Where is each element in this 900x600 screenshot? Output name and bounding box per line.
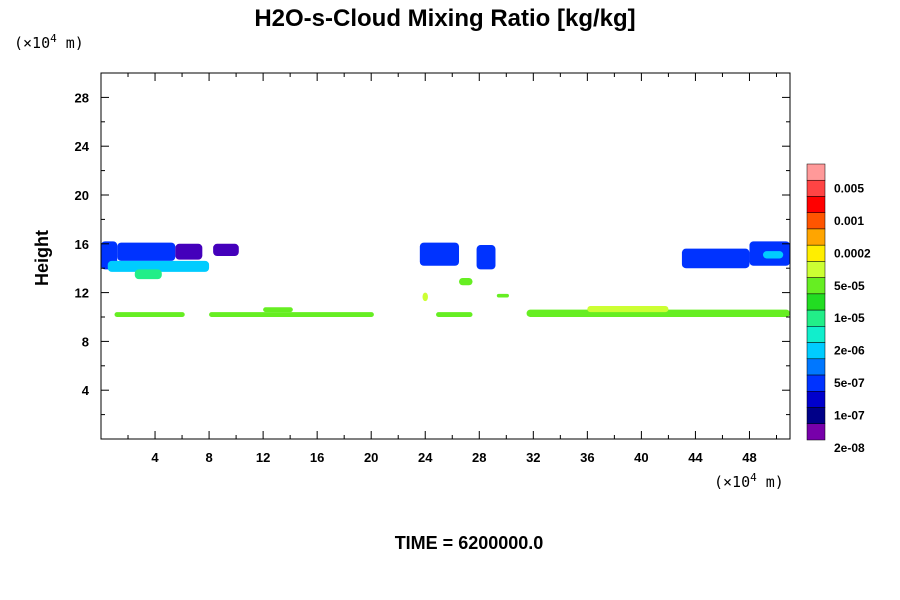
y-tick-label: 20 bbox=[75, 188, 89, 203]
colorbar-swatch bbox=[806, 326, 826, 343]
colorbar-swatch bbox=[806, 179, 826, 197]
y-tick-label: 28 bbox=[75, 90, 89, 105]
y-tick-labels: 4 8 12 16 20 24 28 bbox=[75, 90, 90, 398]
cloud-region bbox=[681, 248, 750, 269]
colorbar-swatch bbox=[806, 391, 826, 408]
colorbar-swatch bbox=[806, 196, 826, 213]
x-tick-label: 44 bbox=[688, 450, 703, 465]
y-unit-exponent: 4 bbox=[50, 32, 57, 45]
cloud-region bbox=[422, 292, 428, 302]
y-tick-label: 16 bbox=[75, 237, 89, 252]
cloud-region bbox=[496, 293, 509, 298]
cloud-region bbox=[263, 307, 293, 313]
colorbar-label: 0.0002 bbox=[834, 246, 871, 260]
cloud-region bbox=[436, 312, 473, 317]
cloud-region bbox=[117, 242, 176, 261]
colorbar-swatch bbox=[806, 228, 826, 246]
colorbar-swatch bbox=[806, 342, 826, 360]
cloud-region bbox=[134, 269, 162, 280]
colorbar-swatch bbox=[806, 163, 826, 181]
y-axis-label: Height bbox=[32, 230, 52, 286]
cloud-region bbox=[459, 277, 473, 286]
x-unit-label: (×104 m) bbox=[714, 471, 784, 491]
x-tick-label: 8 bbox=[205, 450, 212, 465]
x-unit-exponent: 4 bbox=[750, 471, 757, 484]
x-tick-labels: 4 8 12 16 20 24 28 32 36 40 44 48 bbox=[151, 450, 756, 465]
plot-frame bbox=[100, 72, 791, 440]
x-tick-label: 40 bbox=[634, 450, 648, 465]
colorbar bbox=[806, 163, 826, 441]
colorbar-label: 2e-08 bbox=[834, 441, 865, 455]
y-tick-label: 12 bbox=[75, 286, 89, 301]
cloud-region bbox=[419, 242, 460, 266]
colorbar-label: 5e-07 bbox=[834, 376, 865, 390]
x-tick-label: 20 bbox=[364, 450, 378, 465]
x-tick-label: 24 bbox=[418, 450, 433, 465]
time-label: TIME = 6200000.0 bbox=[395, 533, 544, 553]
cloud-region bbox=[114, 312, 185, 317]
x-tick-label: 4 bbox=[151, 450, 159, 465]
colorbar-swatch bbox=[806, 407, 826, 425]
colorbar-swatch bbox=[806, 374, 826, 392]
x-tick-label: 16 bbox=[310, 450, 324, 465]
y-tick-label: 24 bbox=[75, 139, 90, 154]
colorbar-swatch bbox=[806, 309, 826, 327]
colorbar-swatch bbox=[806, 277, 826, 295]
y-unit-label: (×104 m) bbox=[14, 32, 84, 52]
colorbar-label: 1e-07 bbox=[834, 409, 865, 423]
cloud-region bbox=[762, 251, 784, 259]
colorbar-swatch bbox=[806, 212, 826, 230]
x-tick-label: 36 bbox=[580, 450, 594, 465]
y-tick-label: 8 bbox=[82, 334, 89, 349]
chart-title: H2O-s-Cloud Mixing Ratio [kg/kg] bbox=[254, 5, 635, 32]
data-regions bbox=[101, 241, 790, 317]
cloud-region bbox=[107, 260, 210, 272]
x-tick-label: 32 bbox=[526, 450, 540, 465]
cloud-region bbox=[175, 243, 203, 260]
cloud-region bbox=[213, 243, 239, 256]
x-tick-label: 48 bbox=[742, 450, 756, 465]
colorbar-label: 2e-06 bbox=[834, 344, 865, 358]
y-tick-label: 4 bbox=[82, 383, 90, 398]
colorbar-swatch bbox=[806, 261, 826, 278]
colorbar-swatch bbox=[806, 423, 826, 441]
cloud-region bbox=[587, 306, 669, 313]
axis-ticks bbox=[101, 73, 790, 439]
colorbar-label: 5e-05 bbox=[834, 279, 865, 293]
colorbar-swatch bbox=[806, 293, 826, 311]
cloud-region bbox=[209, 312, 374, 317]
colorbar-labels: 0.005 0.001 0.0002 5e-05 1e-05 2e-06 5e-07 1e-0… bbox=[834, 181, 871, 455]
cloud-region bbox=[476, 245, 496, 270]
colorbar-swatch bbox=[806, 358, 826, 376]
x-tick-label: 12 bbox=[256, 450, 270, 465]
colorbar-label: 0.001 bbox=[834, 214, 864, 228]
x-tick-label: 28 bbox=[472, 450, 486, 465]
colorbar-label: 0.005 bbox=[834, 181, 864, 195]
colorbar-label: 1e-05 bbox=[834, 311, 865, 325]
colorbar-swatch bbox=[806, 244, 826, 262]
